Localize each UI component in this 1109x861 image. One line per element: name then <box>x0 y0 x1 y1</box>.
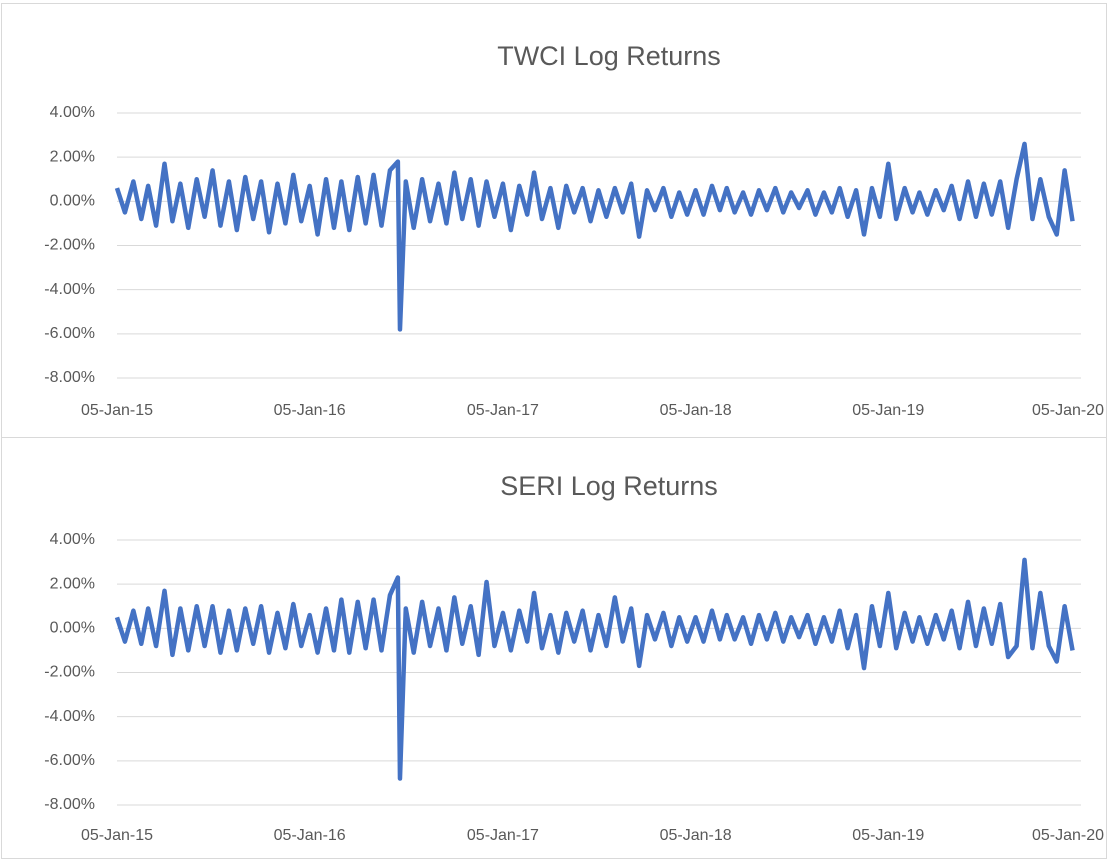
x-tick-label: 05-Jan-17 <box>467 827 539 844</box>
y-tick-label: -6.00% <box>44 325 95 342</box>
y-tick-label: -2.00% <box>44 664 95 681</box>
x-tick-label: 05-Jan-17 <box>467 402 539 419</box>
x-tick-label: 05-Jan-20 <box>1032 402 1104 419</box>
y-tick-label: -4.00% <box>44 281 95 298</box>
x-tick-label: 05-Jan-16 <box>274 402 346 419</box>
x-tick-label: 05-Jan-19 <box>852 827 924 844</box>
y-tick-label: 0.00% <box>50 193 95 210</box>
y-tick-label: 2.00% <box>50 575 95 592</box>
chart-border <box>1 437 1107 859</box>
x-tick-label: 05-Jan-19 <box>852 402 924 419</box>
y-tick-label: 0.00% <box>50 620 95 637</box>
y-tick-label: -8.00% <box>44 796 95 813</box>
y-tick-label: -4.00% <box>44 708 95 725</box>
x-tick-label: 05-Jan-15 <box>81 827 153 844</box>
x-tick-label: 05-Jan-18 <box>660 402 732 419</box>
chart-title: SERI Log Returns <box>500 471 718 501</box>
y-tick-label: 4.00% <box>50 104 95 121</box>
chart-title: TWCI Log Returns <box>497 41 721 71</box>
x-tick-label: 05-Jan-16 <box>274 827 346 844</box>
y-tick-label: 4.00% <box>50 531 95 548</box>
y-tick-label: -8.00% <box>44 369 95 386</box>
y-tick-label: -2.00% <box>44 237 95 254</box>
data-line <box>114 557 1075 781</box>
x-tick-label: 05-Jan-18 <box>660 827 732 844</box>
x-tick-label: 05-Jan-15 <box>81 402 153 419</box>
y-tick-label: -6.00% <box>44 752 95 769</box>
data-line <box>114 141 1075 332</box>
x-tick-label: 05-Jan-20 <box>1032 827 1104 844</box>
y-tick-label: 2.00% <box>50 148 95 165</box>
